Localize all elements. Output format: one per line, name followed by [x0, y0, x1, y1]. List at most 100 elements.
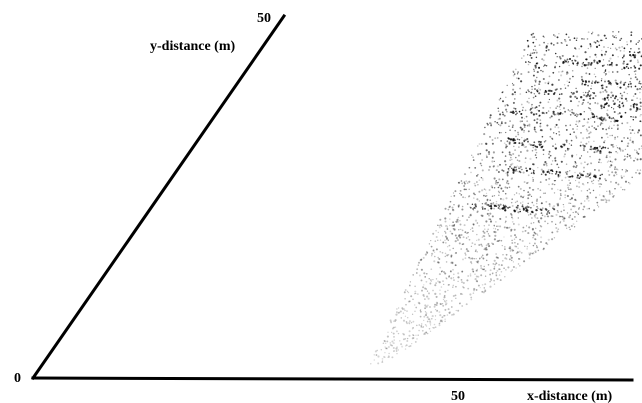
cloud-point — [386, 340, 389, 343]
cloud-point — [476, 261, 479, 264]
cloud-point — [572, 62, 574, 64]
cloud-point — [498, 274, 501, 276]
cloud-point — [513, 210, 517, 213]
cloud-point — [540, 69, 542, 72]
cloud-point — [462, 281, 465, 285]
cloud-point — [489, 122, 491, 124]
cloud-point — [446, 254, 449, 257]
cloud-point — [502, 113, 505, 116]
cloud-point — [392, 332, 395, 335]
cloud-point — [448, 311, 451, 314]
cloud-point — [526, 100, 529, 103]
cloud-point — [555, 227, 558, 229]
cloud-point — [406, 340, 409, 342]
cloud-point — [429, 320, 431, 323]
cloud-point — [622, 104, 625, 107]
cloud-point — [439, 266, 442, 269]
cloud-point — [565, 141, 568, 143]
cloud-point — [617, 55, 619, 58]
cloud-point — [640, 114, 642, 116]
cloud-point — [522, 106, 524, 109]
cloud-point — [539, 122, 542, 125]
cloud-point — [583, 200, 586, 202]
cloud-point — [582, 102, 584, 104]
cloud-point — [453, 279, 455, 281]
cloud-point — [564, 60, 568, 63]
cloud-point — [384, 347, 388, 350]
cloud-point — [406, 310, 408, 313]
cloud-point — [601, 87, 604, 90]
cloud-point — [429, 321, 432, 324]
cloud-point — [611, 134, 613, 137]
cloud-point — [542, 70, 544, 73]
cloud-point — [546, 124, 549, 127]
cloud-point — [438, 324, 441, 327]
cloud-point — [468, 195, 471, 197]
cloud-point — [518, 142, 521, 145]
cloud-point — [520, 128, 523, 131]
cloud-point — [559, 103, 562, 106]
cloud-point — [634, 116, 637, 119]
cloud-point — [389, 343, 392, 347]
cloud-point — [506, 173, 509, 176]
cloud-point — [506, 174, 509, 177]
cloud-point — [601, 127, 604, 130]
cloud-point — [484, 275, 487, 277]
cloud-point — [550, 187, 554, 190]
cloud-point — [510, 234, 513, 238]
cloud-point — [595, 128, 598, 131]
cloud-point — [527, 63, 530, 66]
cloud-point — [395, 347, 398, 350]
cloud-point — [430, 239, 432, 242]
cloud-point — [489, 212, 492, 215]
cloud-point — [635, 171, 637, 174]
cloud-point — [534, 66, 536, 68]
cloud-point — [495, 274, 498, 277]
cloud-point — [490, 185, 493, 188]
cloud-point — [552, 145, 554, 147]
cloud-point — [591, 32, 593, 35]
cloud-point — [511, 138, 514, 141]
cloud-point — [497, 228, 499, 231]
cloud-point — [499, 117, 501, 120]
cloud-point — [533, 119, 536, 122]
cloud-point — [556, 230, 559, 233]
cloud-point — [390, 322, 392, 324]
cloud-point — [594, 76, 597, 78]
cloud-point — [429, 306, 431, 308]
cloud-point — [575, 87, 577, 90]
cloud-point — [623, 47, 626, 50]
cloud-point — [485, 246, 488, 249]
cloud-point — [508, 186, 511, 189]
cloud-point — [451, 300, 453, 302]
cloud-point — [514, 141, 517, 144]
cloud-point — [465, 180, 468, 183]
cloud-point — [558, 55, 561, 58]
cloud-point — [483, 225, 485, 227]
cloud-point — [601, 97, 604, 101]
cloud-point — [634, 93, 637, 95]
cloud-point — [517, 185, 520, 188]
cloud-point — [515, 208, 518, 211]
cloud-point — [558, 134, 561, 136]
cloud-point — [513, 145, 515, 148]
cloud-point — [489, 220, 493, 223]
cloud-point — [629, 54, 632, 57]
cloud-point — [538, 92, 541, 95]
cloud-point — [469, 275, 472, 277]
cloud-point — [554, 183, 556, 186]
cloud-point — [611, 64, 614, 67]
cloud-point — [639, 87, 641, 90]
cloud-point — [488, 218, 491, 220]
cloud-point — [639, 52, 642, 54]
y-axis-title: y-distance (m) — [150, 39, 235, 54]
cloud-point — [561, 215, 564, 218]
cloud-point — [524, 207, 527, 210]
cloud-point — [522, 208, 525, 211]
cloud-point — [412, 298, 414, 301]
cloud-point — [485, 220, 488, 223]
cloud-point — [415, 334, 417, 336]
cloud-point — [639, 80, 641, 82]
cloud-point — [495, 205, 498, 207]
cloud-point — [527, 181, 529, 184]
